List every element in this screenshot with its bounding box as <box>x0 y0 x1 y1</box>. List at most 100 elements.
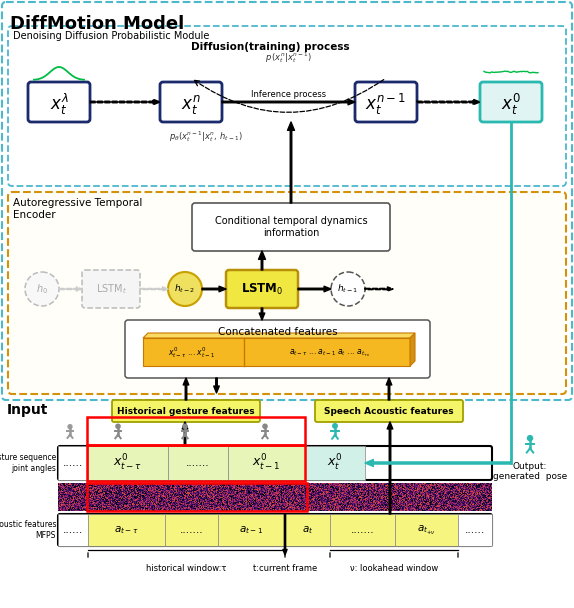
Text: ......: ...... <box>465 525 485 535</box>
Bar <box>228 446 305 480</box>
Text: $h_{t-2}$: $h_{t-2}$ <box>174 283 196 295</box>
FancyBboxPatch shape <box>480 82 542 122</box>
Circle shape <box>25 272 59 306</box>
FancyBboxPatch shape <box>8 192 566 394</box>
Bar <box>88 514 165 546</box>
Circle shape <box>263 424 267 429</box>
Text: $x_t^{n-1}$: $x_t^{n-1}$ <box>366 91 406 117</box>
Text: $p_\theta(x_t^{n-1}|x_t^n,\,h_{t-1})$: $p_\theta(x_t^{n-1}|x_t^n,\,h_{t-1})$ <box>169 129 243 144</box>
FancyArrowPatch shape <box>90 99 160 105</box>
Text: Speech Acoustic features: Speech Acoustic features <box>324 407 454 415</box>
Text: Denoising Diffusion Probabilistic Module: Denoising Diffusion Probabilistic Module <box>13 31 210 41</box>
FancyArrowPatch shape <box>202 286 226 292</box>
Text: $a_t$: $a_t$ <box>302 524 313 536</box>
Text: Input: Input <box>7 403 48 417</box>
Bar <box>143 338 410 366</box>
Text: Diffusion(training) process: Diffusion(training) process <box>191 42 350 52</box>
Text: $p\,(x_t^n|x_t^{n-1})$: $p\,(x_t^n|x_t^{n-1})$ <box>265 50 312 66</box>
Bar <box>87 445 305 481</box>
FancyBboxPatch shape <box>315 400 463 422</box>
FancyBboxPatch shape <box>58 446 492 480</box>
Text: Autoregressive Temporal
Encoder: Autoregressive Temporal Encoder <box>13 198 142 219</box>
Circle shape <box>116 424 120 429</box>
FancyArrowPatch shape <box>183 378 189 400</box>
Text: ......: ...... <box>63 458 83 468</box>
Bar <box>330 514 395 546</box>
Bar <box>218 514 285 546</box>
Text: $x_t^0$: $x_t^0$ <box>327 453 343 473</box>
FancyArrowPatch shape <box>365 287 393 291</box>
Bar <box>58 514 88 546</box>
Bar <box>87 417 305 445</box>
FancyArrowPatch shape <box>258 251 265 270</box>
Polygon shape <box>143 333 415 338</box>
FancyArrowPatch shape <box>214 378 219 393</box>
Text: $x_t^{\lambda}$: $x_t^{\lambda}$ <box>49 91 68 117</box>
Bar <box>165 514 218 546</box>
Circle shape <box>168 272 202 306</box>
FancyBboxPatch shape <box>58 514 492 546</box>
FancyBboxPatch shape <box>355 82 417 122</box>
FancyArrowPatch shape <box>140 287 168 291</box>
FancyArrowPatch shape <box>386 378 392 400</box>
Text: .......: ....... <box>351 525 374 535</box>
Text: Output:
generated  pose: Output: generated pose <box>493 462 567 482</box>
Text: historical window:τ: historical window:τ <box>146 564 226 573</box>
FancyBboxPatch shape <box>192 203 390 251</box>
Text: $x_t^{0}$: $x_t^{0}$ <box>501 91 521 117</box>
Text: .......: ....... <box>180 525 203 535</box>
Text: $h_{t-1}$: $h_{t-1}$ <box>338 283 359 295</box>
FancyBboxPatch shape <box>125 320 430 378</box>
Text: LSTM$_0$: LSTM$_0$ <box>241 282 283 297</box>
Bar <box>285 514 330 546</box>
Bar <box>458 514 492 546</box>
FancyArrowPatch shape <box>222 99 355 105</box>
FancyArrowPatch shape <box>59 287 82 291</box>
FancyArrowPatch shape <box>365 460 511 466</box>
Bar <box>87 483 307 511</box>
FancyArrowPatch shape <box>417 99 480 105</box>
FancyBboxPatch shape <box>112 400 260 422</box>
Text: Gesture sequence
joint angles: Gesture sequence joint angles <box>0 454 56 472</box>
Text: $a_{t-\tau}$: $a_{t-\tau}$ <box>114 524 139 536</box>
FancyBboxPatch shape <box>160 82 222 122</box>
Circle shape <box>331 272 365 306</box>
Circle shape <box>68 425 72 429</box>
Bar <box>305 446 365 480</box>
FancyBboxPatch shape <box>226 270 298 308</box>
Circle shape <box>528 436 533 441</box>
Bar <box>395 514 458 546</box>
Text: Historical gesture features: Historical gesture features <box>117 407 255 415</box>
FancyArrowPatch shape <box>283 514 287 555</box>
Text: ......: ...... <box>63 525 83 535</box>
Text: Inference process: Inference process <box>251 90 326 99</box>
FancyBboxPatch shape <box>28 82 90 122</box>
FancyArrowPatch shape <box>387 422 393 514</box>
Text: Conditional temporal dynamics
information: Conditional temporal dynamics informatio… <box>215 216 367 238</box>
FancyBboxPatch shape <box>82 270 140 308</box>
Polygon shape <box>410 333 415 366</box>
FancyArrowPatch shape <box>298 286 331 292</box>
Bar <box>88 446 168 480</box>
Text: Acoustic features
MFPS: Acoustic features MFPS <box>0 520 56 540</box>
Text: .......: ....... <box>186 458 210 468</box>
Text: LSTM$_t$: LSTM$_t$ <box>95 282 126 296</box>
FancyArrowPatch shape <box>182 422 188 446</box>
Text: $x_{t-\tau}^0$ ... $x_{t-1}^0$: $x_{t-\tau}^0$ ... $x_{t-1}^0$ <box>168 345 215 361</box>
Text: $x_t^{n}$: $x_t^{n}$ <box>181 92 201 116</box>
Text: DiffMotion Model: DiffMotion Model <box>10 15 184 33</box>
Text: t:current frame: t:current frame <box>253 564 317 573</box>
Text: $x_{t-1}^0$: $x_{t-1}^0$ <box>252 453 281 473</box>
Text: ν: lookahead window: ν: lookahead window <box>350 564 438 573</box>
Text: $a_{t-1}$: $a_{t-1}$ <box>239 524 263 536</box>
FancyArrowPatch shape <box>288 122 294 203</box>
Circle shape <box>183 424 187 429</box>
FancyArrowPatch shape <box>259 308 265 320</box>
Text: $x_{t-\tau}^0$: $x_{t-\tau}^0$ <box>114 453 142 473</box>
Text: $h_0$: $h_0$ <box>36 282 48 296</box>
Text: $a_{t-\tau}$ ... $a_{t-1}$ $a_t$ ... $a_{t_{+\nu}}$: $a_{t-\tau}$ ... $a_{t-1}$ $a_t$ ... $a_… <box>289 347 371 359</box>
Bar <box>58 446 88 480</box>
Text: Concatenated features: Concatenated features <box>218 327 338 337</box>
Text: $a_{t_{+\nu}}$: $a_{t_{+\nu}}$ <box>417 523 436 536</box>
Circle shape <box>333 424 338 428</box>
